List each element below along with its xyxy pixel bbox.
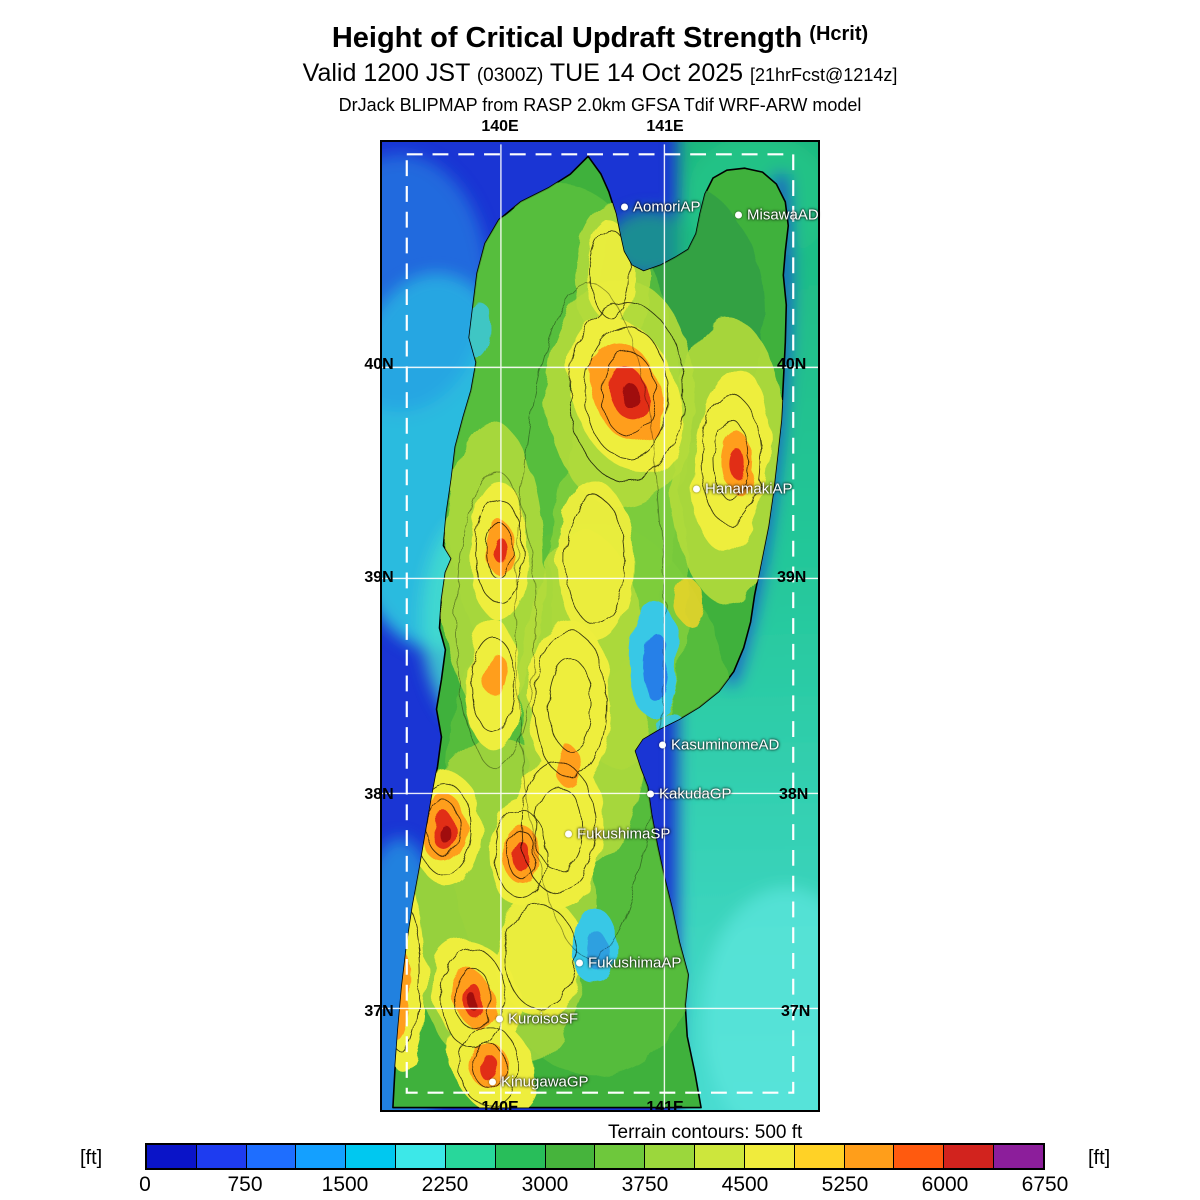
page-title-paren: (Hcrit): [809, 23, 869, 45]
colorbar-segment: [944, 1145, 995, 1168]
lat-label-right-37n: 37N: [781, 1003, 811, 1020]
colorbar-segment: [296, 1145, 347, 1168]
colorbar-tick-label: 750: [227, 1173, 263, 1196]
station-marker-fukushima-ap: FukushimaAP: [576, 955, 681, 972]
colorbar-segment: [495, 1145, 546, 1168]
station-dot: [496, 1015, 503, 1023]
station-dot: [565, 830, 572, 838]
colorbar-tick-label: 4500: [721, 1173, 769, 1196]
domain-boundary-dashed: [405, 153, 795, 1094]
colorbar-tick-label: 0: [139, 1173, 151, 1196]
colorbar-ticks: 0 750 1500 2250 3000 3750 4500 5250 6000 6750: [139, 1173, 1068, 1199]
colorbar-tick-label: 3000: [521, 1173, 569, 1196]
colorbar-tick-label: 1500: [321, 1173, 369, 1196]
lat-label-left-38n: 38N: [364, 786, 394, 803]
station-label: MisawaAD: [747, 206, 819, 224]
lat-label-left-37n: 37N: [364, 1003, 394, 1020]
valid-prefix: Valid 1200 JST: [302, 59, 470, 87]
colorbar-tick-label: 2250: [421, 1173, 469, 1196]
colorbar-segment: [246, 1145, 297, 1168]
valid-line: Valid 1200 JST (0300Z) TUE 14 Oct 2025 […: [0, 58, 1200, 91]
station-label: AomoriAP: [633, 198, 701, 216]
colorbar-segment: [794, 1145, 845, 1168]
station-dot: [735, 211, 742, 219]
station-dot: [489, 1078, 496, 1086]
colorbar-tick-label: 3750: [621, 1173, 669, 1196]
colorbar-unit-left: [ft]: [80, 1147, 103, 1169]
colorbar-segment: [894, 1145, 945, 1168]
lat-label-right-38n: 38N: [779, 786, 809, 803]
station-dot: [693, 485, 700, 493]
station-label: KasuminomeAD: [671, 736, 780, 754]
station-marker-misawa-ad: MisawaAD: [735, 207, 819, 224]
map-frame: AomoriAP MisawaAD HanamakiAP KasuminomeA…: [380, 140, 820, 1112]
terrain-contours-note: Terrain contours: 500 ft: [608, 1122, 803, 1143]
lat-label-right-39n: 39N: [777, 569, 807, 586]
colorbar-tick-label: 6000: [921, 1173, 969, 1196]
station-marker-kinugawa-gp: KinugawaGP: [489, 1074, 589, 1091]
colorbar-segment: [695, 1145, 745, 1168]
lon-label-bottom-141e: 141E: [646, 1099, 684, 1116]
colorbar-segment: [196, 1145, 247, 1168]
page-title: Height of Critical Updraft Strength (Hcri…: [0, 16, 1200, 56]
station-dot: [621, 203, 628, 211]
station-dot: [576, 959, 583, 967]
terrain-map-svg: [382, 142, 818, 1110]
colorbar-segment: [595, 1145, 646, 1168]
colorbar-segment: [994, 1145, 1043, 1168]
colorbar-unit-right: [ft]: [1088, 1147, 1111, 1169]
station-label: HanamakiAP: [705, 480, 793, 498]
valid-zulu: (0300Z): [476, 65, 544, 86]
colorbar-segment: [346, 1145, 397, 1168]
station-label: KuroisoSF: [508, 1010, 579, 1028]
header: Height of Critical Updraft Strength (Hcri…: [0, 16, 1200, 117]
colorbar-segment: [445, 1145, 496, 1168]
station-marker-aomori-ap: AomoriAP: [621, 199, 701, 216]
valid-fcst: [21hrFcst@1214z]: [750, 65, 898, 85]
lon-label-top-141e: 141E: [646, 118, 684, 135]
station-marker-kuroiso-sf: KuroisoSF: [496, 1011, 578, 1028]
model-line: DrJack BLIPMAP from RASP 2.0km GFSA Tdif…: [338, 95, 862, 115]
lon-label-bottom-140e: 140E: [481, 1099, 519, 1116]
station-dot: [647, 790, 654, 798]
station-label: KinugawaGP: [501, 1073, 589, 1091]
colorbar-segment: [396, 1145, 446, 1168]
colorbar-tick-label: 6750: [1021, 1173, 1069, 1196]
graticule-lines: [382, 144, 818, 1108]
station-marker-kakuda-gp: KakudaGP: [647, 786, 732, 803]
lon-label-top-140e: 140E: [481, 118, 519, 135]
station-marker-hanamaki-ap: HanamakiAP: [693, 481, 793, 498]
colorbar-segment: [844, 1145, 895, 1168]
colorbar: [145, 1143, 1045, 1170]
station-marker-kasuminome-ad: KasuminomeAD: [659, 737, 779, 754]
colorbar-segment: [147, 1145, 197, 1168]
station-label: FukushimaAP: [588, 954, 682, 972]
colorbar-segment: [545, 1145, 596, 1168]
station-label: FukushimaSP: [577, 825, 671, 843]
station-label: KakudaGP: [659, 785, 732, 803]
lat-label-left-40n: 40N: [364, 356, 394, 373]
valid-date: TUE 14 Oct 2025: [549, 59, 744, 87]
station-marker-fukushima-sp: FukushimaSP: [565, 826, 670, 843]
page-title-main: Height of Critical Updraft Strength: [331, 22, 803, 54]
colorbar-segment: [645, 1145, 696, 1168]
lat-label-left-39n: 39N: [364, 569, 394, 586]
colorbar-segment: [744, 1145, 795, 1168]
lat-label-right-40n: 40N: [777, 356, 807, 373]
colorbar-tick-label: 5250: [821, 1173, 869, 1196]
station-dot: [659, 741, 666, 749]
